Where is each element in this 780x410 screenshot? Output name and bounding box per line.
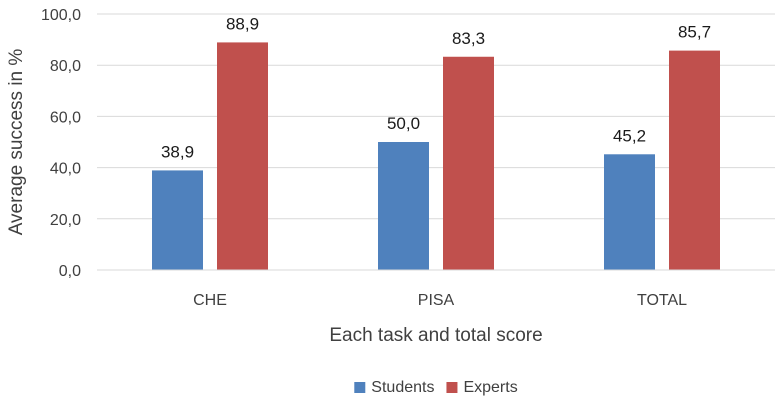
legend-swatch bbox=[446, 382, 458, 393]
legend: Students Experts bbox=[354, 379, 518, 396]
legend-item-experts: Experts bbox=[446, 379, 518, 396]
x-axis-tick-labels: CHE PISA TOTAL bbox=[193, 292, 687, 309]
y-tick-label: 100,0 bbox=[41, 7, 81, 24]
data-label: 50,0 bbox=[387, 114, 420, 133]
bar-experts-total bbox=[669, 50, 720, 270]
bar-students-total bbox=[604, 154, 655, 270]
bar-experts-che bbox=[217, 42, 268, 270]
bar-students-pisa bbox=[378, 142, 429, 270]
y-tick-label: 40,0 bbox=[50, 161, 81, 178]
bars bbox=[152, 42, 720, 270]
x-tick-label: PISA bbox=[418, 292, 455, 309]
y-tick-label: 0,0 bbox=[59, 263, 81, 280]
data-label: 85,7 bbox=[678, 23, 711, 42]
data-label: 38,9 bbox=[161, 142, 194, 161]
data-label: 45,2 bbox=[613, 126, 646, 145]
x-tick-label: CHE bbox=[193, 292, 227, 309]
gridlines bbox=[97, 13, 775, 220]
y-tick-label: 80,0 bbox=[50, 58, 81, 75]
y-axis-tick-labels: 0,0 20,0 40,0 60,0 80,0 100,0 bbox=[41, 7, 81, 280]
x-tick-label: TOTAL bbox=[637, 292, 687, 309]
y-axis-title: Average success in % bbox=[6, 49, 27, 236]
legend-swatch bbox=[354, 382, 366, 393]
bar-experts-pisa bbox=[443, 56, 494, 270]
y-tick-label: 60,0 bbox=[50, 109, 81, 126]
legend-item-students: Students bbox=[354, 379, 434, 396]
x-axis-title: Each task and total score bbox=[329, 325, 542, 346]
legend-label: Students bbox=[371, 379, 434, 396]
data-labels: 38,9 88,9 50,0 83,3 45,2 85,7 bbox=[161, 14, 711, 161]
data-label: 83,3 bbox=[452, 29, 485, 48]
y-tick-label: 20,0 bbox=[50, 212, 81, 229]
legend-label: Experts bbox=[463, 379, 517, 396]
bar-students-che bbox=[152, 170, 203, 270]
data-label: 88,9 bbox=[226, 14, 259, 33]
